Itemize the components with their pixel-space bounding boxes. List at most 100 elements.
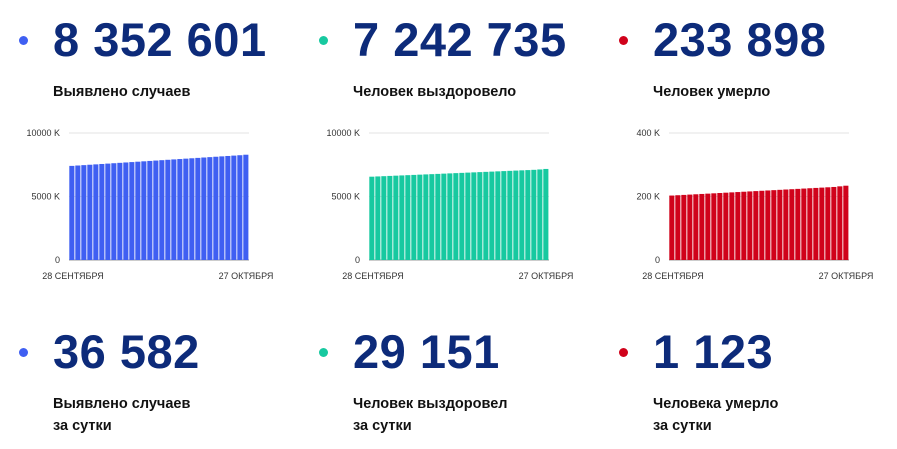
deaths-bar: [687, 194, 693, 260]
deaths-bar: [717, 193, 723, 260]
deaths-bar: [837, 186, 843, 260]
recovered-bar: [531, 169, 537, 260]
cases-bar: [195, 157, 201, 260]
recovered-bar: [441, 173, 447, 260]
deaths-bar: [795, 188, 801, 260]
cases-bar: [69, 165, 75, 260]
deaths-bar: [831, 186, 837, 260]
deaths-bar: [747, 191, 753, 260]
recovered-chart: 0 5000 K 10000 K 28 СЕНТЯБРЯ 27 ОКТЯБРЯ: [326, 128, 574, 281]
recovered-bar: [447, 173, 453, 260]
recovered-bar: [519, 170, 525, 260]
recovered-bar: [411, 174, 417, 260]
cases-bar: [123, 162, 129, 260]
cases-bar: [141, 161, 147, 260]
deaths-dot-icon: [619, 36, 628, 45]
cases-bar: [183, 158, 189, 260]
recovered-bar: [525, 170, 531, 260]
recovered-bar: [477, 172, 483, 260]
cases-bar: [81, 165, 87, 260]
cases-bar: [117, 162, 123, 260]
recovered-bar: [543, 168, 549, 260]
recovered-daily-value: 29 151: [353, 325, 500, 378]
deaths-daily-label-line2: за сутки: [653, 418, 712, 434]
deaths-bar: [789, 189, 795, 260]
cases-daily-value: 36 582: [53, 325, 200, 378]
cases-bar: [201, 157, 207, 260]
recovered-daily-dot-icon: [319, 348, 328, 357]
recovered-bar: [471, 172, 477, 260]
deaths-bar: [729, 192, 735, 260]
recovered-dot-icon: [319, 36, 328, 45]
deaths-bar: [711, 193, 717, 260]
cases-bar: [177, 159, 183, 260]
cases-bar: [105, 163, 111, 260]
recovered-bar: [507, 170, 513, 260]
x-tick-label-end: 27 ОКТЯБРЯ: [519, 271, 574, 281]
y-tick-label: 0: [355, 255, 360, 265]
x-tick-label-end: 27 ОКТЯБРЯ: [819, 271, 874, 281]
cases-bar: [111, 163, 117, 260]
deaths-bar: [801, 188, 807, 260]
recovered-bar: [393, 175, 399, 260]
recovered-bar: [435, 173, 441, 260]
deaths-bar: [759, 190, 765, 260]
cases-bar: [165, 159, 171, 260]
recovered-bar: [369, 176, 375, 260]
cases-bar: [147, 160, 153, 260]
y-tick-label: 5000 K: [331, 192, 360, 202]
cases-daily-dot-icon: [19, 348, 28, 357]
deaths-total-value: 233 898: [653, 13, 827, 66]
recovered-bar: [399, 175, 405, 260]
deaths-bar: [843, 185, 849, 260]
x-tick-label-start: 28 СЕНТЯБРЯ: [342, 271, 404, 281]
y-tick-label: 0: [55, 255, 60, 265]
deaths-bar: [669, 195, 675, 260]
y-tick-label: 400 K: [636, 128, 660, 138]
cases-bar: [93, 164, 99, 260]
cases-bar: [237, 155, 243, 260]
cases-bar: [75, 165, 81, 260]
recovered-total-label: Человек выздоровело: [353, 84, 517, 100]
recovered-bar: [537, 169, 543, 260]
deaths-daily-dot-icon: [619, 348, 628, 357]
cases-total-label: Выявлено случаев: [53, 84, 191, 100]
recovered-bar: [429, 174, 435, 260]
recovered-bar: [495, 171, 501, 260]
cases-bar: [135, 161, 141, 260]
y-tick-label: 5000 K: [31, 192, 60, 202]
recovered-bar: [375, 176, 381, 260]
cases-daily-label-line1: Выявлено случаев: [53, 396, 191, 412]
y-tick-label: 10000 K: [326, 128, 360, 138]
cases-total-value: 8 352 601: [53, 13, 267, 66]
deaths-bar: [777, 189, 783, 260]
deaths-bar: [693, 194, 699, 260]
deaths-bar: [807, 188, 813, 260]
deaths-bar: [741, 191, 747, 260]
cases-bar: [225, 155, 231, 260]
recovered-bar: [465, 172, 471, 260]
cases-daily-label-line2: за сутки: [53, 418, 112, 434]
recovered-bar: [417, 174, 423, 260]
cases-bar: [99, 163, 105, 260]
recovered-total-value: 7 242 735: [353, 13, 567, 66]
y-tick-label: 200 K: [636, 192, 660, 202]
cases-bar: [243, 154, 249, 260]
cases-bar: [87, 164, 93, 260]
deaths-daily-value: 1 123: [653, 325, 774, 378]
deaths-daily-label-line1: Человека умерло: [653, 396, 779, 412]
cases-bar: [213, 156, 219, 260]
cases-chart: 0 5000 K 10000 K 28 СЕНТЯБРЯ 27 ОКТЯБРЯ: [26, 128, 273, 281]
recovered-bar: [501, 171, 507, 260]
recovered-daily-label-line2: за сутки: [353, 418, 412, 434]
deaths-bar: [771, 190, 777, 260]
deaths-bar: [699, 193, 705, 260]
deaths-bar: [825, 187, 831, 260]
cases-bar: [153, 160, 159, 260]
recovered-bar: [489, 171, 495, 260]
recovered-bar: [423, 174, 429, 260]
cases-bar: [189, 158, 195, 260]
cases-bar: [171, 159, 177, 260]
deaths-bar: [765, 190, 771, 260]
deaths-total-label: Человек умерло: [653, 84, 771, 100]
